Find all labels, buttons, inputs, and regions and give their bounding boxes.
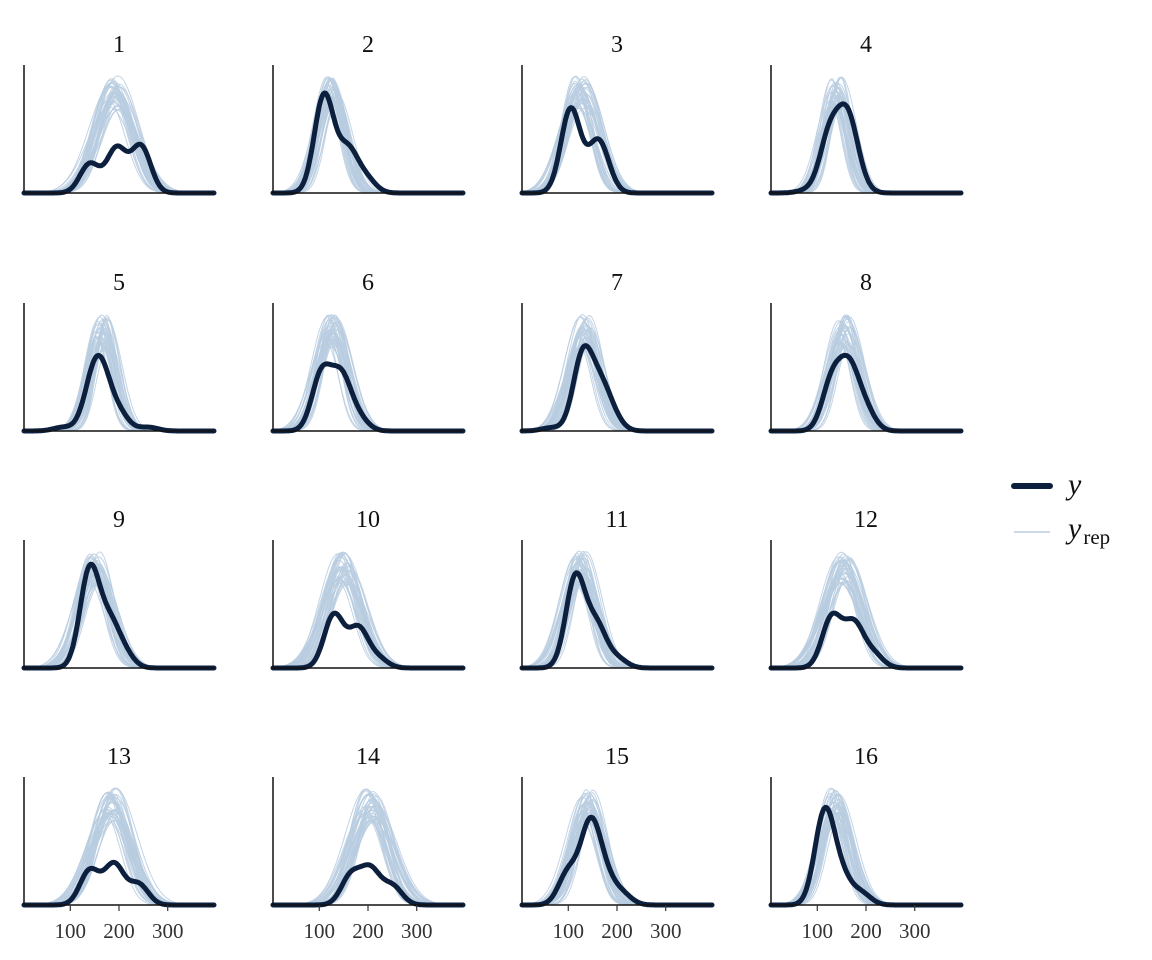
panel-8: 8 (768, 270, 964, 434)
x-tick-label: 100 (802, 919, 834, 943)
panel-4: 4 (768, 32, 964, 196)
x-tick-label: 300 (650, 919, 682, 943)
panel-title: 4 (860, 32, 872, 58)
yrep-density-line (273, 809, 463, 906)
y-density-line (519, 105, 715, 196)
y-density-line (21, 859, 217, 908)
x-tick-label: 300 (401, 919, 433, 943)
panel-title: 3 (611, 32, 623, 58)
y-density-line (21, 141, 217, 196)
panel-3: 3 (519, 32, 715, 196)
panel-title: 16 (854, 744, 878, 770)
panel-title: 2 (362, 32, 374, 58)
x-tick-label: 200 (601, 919, 633, 943)
legend-label-yrep-base: y (1065, 512, 1082, 545)
x-tick-label: 100 (304, 919, 336, 943)
yrep-density-line (24, 106, 214, 194)
yrep-density-line (273, 815, 463, 906)
panel-title: 6 (362, 270, 374, 296)
panel-16: 16 100 200 300 (768, 744, 964, 943)
x-tick-label: 100 (55, 919, 87, 943)
yrep-density-line (273, 815, 463, 906)
y-density-line (768, 101, 964, 196)
x-tick-label: 200 (103, 919, 135, 943)
yrep-density-line (24, 817, 214, 906)
panel-1: 1 (21, 32, 217, 196)
yrep-density-line (24, 314, 214, 432)
panel-13: 13 100 200 300 (21, 744, 217, 943)
panel-2: 2 (270, 32, 466, 196)
yrep-density-line (273, 802, 463, 906)
yrep-density-line (24, 92, 214, 194)
x-tick-label: 100 (553, 919, 585, 943)
yrep-density-line (24, 92, 214, 194)
panel-11: 11 (519, 507, 715, 671)
panel-title: 13 (107, 744, 131, 770)
y-density-line (270, 361, 466, 434)
yrep-density-line (24, 815, 214, 906)
yrep-density-line (24, 108, 214, 194)
panel-7: 7 (519, 270, 715, 434)
x-tick-label: 200 (850, 919, 882, 943)
yrep-density-line (273, 815, 463, 906)
panel-14: 14 100 200 300 (270, 744, 466, 943)
panel-title: 7 (611, 270, 623, 296)
panel-9: 9 (21, 507, 217, 671)
panel-title: 10 (356, 507, 380, 533)
yrep-density-line (273, 816, 463, 906)
yrep-density-line (24, 109, 214, 194)
panel-title: 15 (605, 744, 629, 770)
panel-title: 11 (605, 507, 628, 533)
x-tick-label: 300 (152, 919, 184, 943)
yrep-density-line (24, 108, 214, 194)
panel-title: 1 (113, 32, 125, 58)
panel-title: 9 (113, 507, 125, 533)
yrep-density-line (273, 816, 463, 906)
legend-label-yrep-sub: rep (1083, 525, 1110, 549)
legend-label-y: y (1065, 468, 1082, 501)
panel-title: 12 (854, 507, 878, 533)
yrep-density-line (24, 815, 214, 906)
panel-6: 6 (270, 270, 466, 434)
panel-title: 14 (356, 744, 380, 770)
legend-label-yrep: yrep (1065, 512, 1110, 549)
x-tick-label: 200 (352, 919, 384, 943)
panel-12: 12 (768, 507, 964, 671)
panel-10: 10 (270, 507, 466, 671)
y-density-line (270, 862, 466, 908)
panel-title: 8 (860, 270, 872, 296)
yrep-density-line (24, 105, 214, 194)
panel-15: 15 100 200 300 (519, 744, 715, 943)
yrep-density-line (273, 809, 463, 906)
legend: y yrep (1011, 468, 1110, 549)
yrep-density-line (273, 817, 463, 906)
yrep-density-line (273, 814, 463, 906)
panel-5: 5 (21, 270, 217, 434)
x-tick-label: 300 (899, 919, 931, 943)
yrep-density-line (24, 105, 214, 194)
panel-title: 5 (113, 270, 125, 296)
